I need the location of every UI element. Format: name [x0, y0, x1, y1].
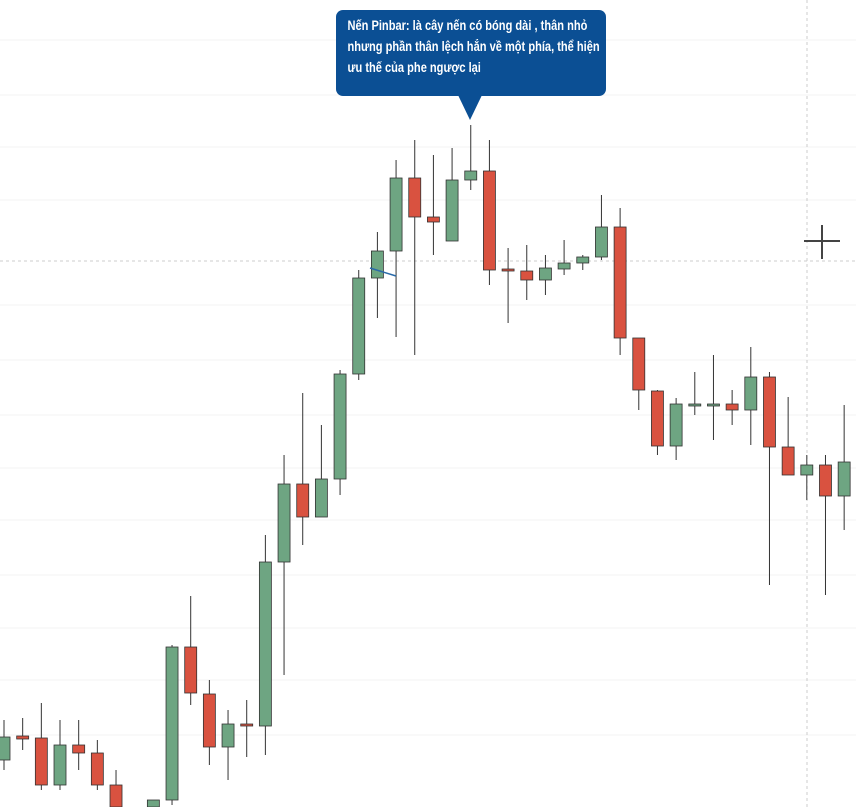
candle-body — [408, 177, 422, 218]
gridlines — [0, 39, 856, 736]
annotation-line: Nến Pinbar: là cây nến có bóng dài , thâ… — [347, 18, 588, 33]
candle-body — [389, 177, 403, 252]
candle-body — [165, 646, 179, 801]
candle-body — [146, 799, 160, 807]
candle-body — [819, 464, 832, 497]
candle-body — [501, 268, 515, 272]
callout-pointer — [458, 95, 482, 120]
candle-body — [277, 483, 291, 563]
candle-body — [184, 646, 198, 694]
candle-body — [557, 262, 571, 270]
candle-body — [296, 483, 310, 518]
candle-body — [427, 216, 440, 223]
candle-body — [109, 784, 123, 807]
candle-body — [53, 744, 67, 786]
candles — [0, 125, 851, 807]
drawing-line — [369, 267, 397, 277]
candle-body — [707, 403, 720, 407]
annotation-box: Nến Pinbar: là cây nến có bóng dài , thâ… — [336, 10, 606, 96]
candle-body — [352, 277, 366, 375]
candle-body — [445, 179, 459, 242]
candle-body — [221, 723, 235, 748]
annotation-line: nhưng phần thân lệch hẳn về một phía, th… — [347, 39, 600, 54]
candle-body — [800, 464, 814, 476]
candle-body — [202, 693, 216, 748]
candle-body — [34, 737, 48, 786]
candle-body — [744, 376, 758, 411]
candle-body — [72, 744, 86, 754]
candle-body — [520, 270, 534, 281]
candle-body — [314, 478, 328, 518]
candle-body — [651, 390, 664, 447]
candle-body — [632, 337, 646, 391]
candle-body — [90, 752, 104, 786]
candle-body — [539, 267, 552, 281]
candle-body — [763, 376, 776, 448]
candle-body — [240, 723, 254, 727]
candle-body — [595, 226, 608, 258]
candle-body — [576, 256, 590, 264]
candle-body — [483, 170, 496, 271]
candle-body — [464, 170, 478, 181]
candle-body — [258, 561, 272, 727]
candle-body — [16, 735, 30, 740]
annotation-line: ưu thế của phe ngược lại — [347, 60, 481, 75]
candle-body — [688, 403, 702, 407]
candle-body — [725, 403, 739, 411]
cursor — [804, 225, 840, 259]
candle-body — [370, 250, 384, 279]
candle-body — [781, 446, 795, 476]
candle-body — [669, 403, 683, 447]
candle-body — [837, 461, 851, 497]
candle-body — [0, 736, 11, 761]
candle-body — [613, 226, 627, 339]
candle-body — [333, 373, 347, 480]
